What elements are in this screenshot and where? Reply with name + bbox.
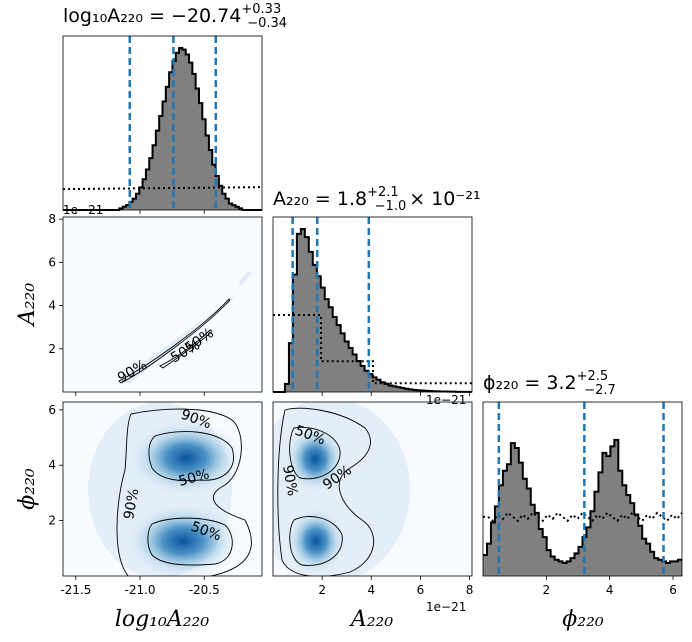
axis-offset-x-bottom: 1e−21: [426, 600, 466, 614]
contour-90: [116, 408, 252, 576]
y-tick-label: 6: [48, 255, 56, 269]
axis-offset-x: 1e−21: [426, 393, 466, 407]
y-tick-label: 4: [48, 458, 56, 472]
density-ridge: [118, 292, 238, 383]
hist-panel-phi220: [482, 401, 683, 577]
x-tick-label: 6: [417, 583, 425, 597]
xlabel-A220: A₂₂₀: [349, 607, 394, 632]
density-mode-upper: [285, 425, 345, 493]
y-tick-label: 6: [48, 403, 56, 417]
hist-fill: [483, 439, 682, 576]
hist-frame: [482, 401, 683, 577]
axes: -21.5 -21.0 -20.5 2 4 6 8 2 4 6 2 4 6 8 2 4 6: [48, 210, 677, 597]
contour-50-upper: [148, 431, 234, 482]
panel-A220-phi220: 50% 90% 90%: [272, 401, 473, 577]
y-tick-label: 8: [48, 212, 56, 226]
contour-50-upper: [289, 426, 341, 480]
contour-90: [277, 407, 375, 576]
hist-fill: [63, 48, 262, 210]
title-log10A220: log₁₀A₂₂₀ = −20.74+0.33 −0.34: [63, 2, 287, 31]
contour-label-90: 90%: [121, 487, 142, 520]
hist-frame: [62, 35, 263, 211]
xlabel-phi220: ϕ₂₂₀: [562, 607, 604, 632]
x-tick-label: -21.5: [60, 583, 91, 597]
ylabel-phi220: ϕ₂₂₀: [15, 468, 40, 510]
contour-50-lower: [147, 517, 233, 566]
density-mode-lower: [125, 503, 241, 576]
density-tail: [238, 270, 252, 286]
ylabel-A220: A₂₂₀: [15, 283, 40, 328]
x-tick-label: 4: [367, 583, 375, 597]
hist-fill: [273, 229, 472, 392]
xlabel-log10A220: log₁₀A₂₂₀: [115, 607, 210, 632]
title-phi220: ϕ₂₂₀ = 3.2+2.5 −2.7: [483, 369, 616, 398]
x-tick-label: -20.5: [189, 583, 220, 597]
hist-panel-A220: [272, 216, 473, 393]
x-tick-label: 2: [543, 583, 551, 597]
y-tick-label: 4: [48, 299, 56, 313]
hist-frame: [272, 216, 473, 393]
x-tick-label: 6: [669, 583, 677, 597]
prior-line: [62, 186, 263, 191]
y-tick-label: 2: [48, 342, 56, 356]
x-tick-label: 4: [606, 583, 614, 597]
x-tick-label: 8: [466, 583, 474, 597]
prior-line: [273, 314, 472, 385]
x-tick-label: -21.0: [125, 583, 156, 597]
title-A220: A₂₂₀ = 1.8+2.1 −1.0 × 10⁻²¹: [273, 185, 481, 214]
hist-panel-log10A220: [62, 35, 263, 211]
contour-label-90: 90%: [279, 464, 300, 497]
contour-label-50: 50%: [177, 466, 211, 490]
x-tick-label: 2: [318, 583, 326, 597]
panel-log10A220-phi220: 90% 50% 90% 50%: [62, 401, 263, 577]
panel-log10A220-A220: 90% 50% 50%: [62, 216, 263, 393]
contour-50-lower: [289, 516, 343, 566]
axis-offset-y: 1e−21: [63, 203, 103, 217]
contour-50-a: [159, 329, 212, 369]
hist-edge: [483, 438, 682, 565]
density-mode-lower: [286, 507, 346, 575]
y-tick-label: 2: [48, 514, 56, 528]
density-mode-upper: [128, 420, 244, 496]
contour-90-a: [118, 298, 231, 384]
